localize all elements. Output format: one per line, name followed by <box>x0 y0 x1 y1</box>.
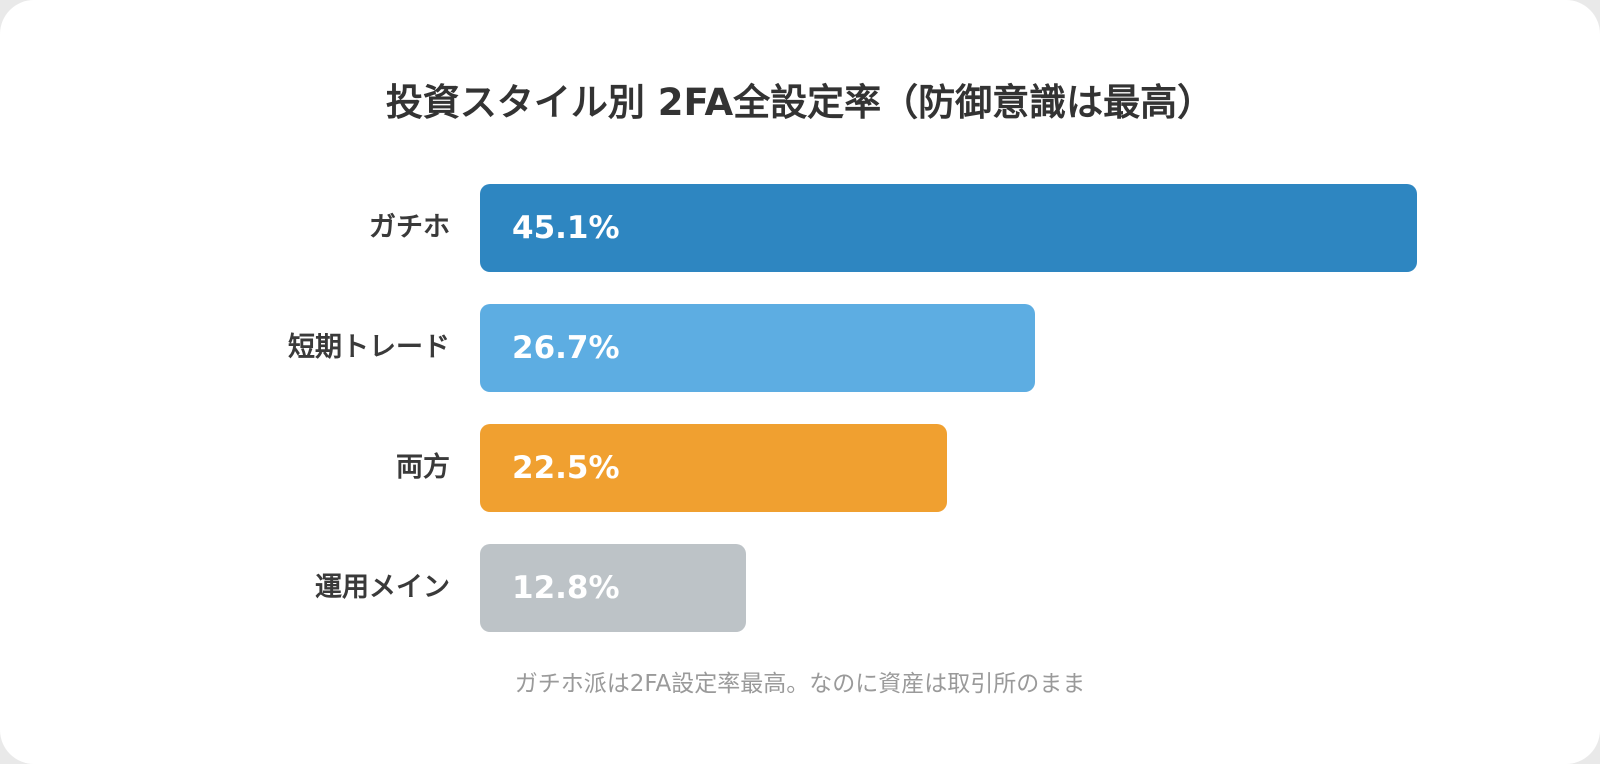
bar <box>480 424 947 512</box>
bar <box>480 544 746 632</box>
bar-value-label: 45.1% <box>512 210 620 246</box>
chart-caption: ガチホ派は2FA設定率最高。なのに資産は取引所のまま <box>514 671 1086 697</box>
category-label: 両方 <box>396 452 450 483</box>
category-label: 運用メイン <box>315 572 450 603</box>
bar-value-label: 22.5% <box>512 450 620 486</box>
category-label: 短期トレード <box>288 332 450 363</box>
bar <box>480 184 1417 272</box>
bar <box>480 304 1035 392</box>
category-label: ガチホ <box>369 212 450 243</box>
bar-value-label: 12.8% <box>512 570 620 606</box>
chart-title: 投資スタイル別 2FA全設定率（防御意識は最高） <box>385 81 1215 124</box>
bar-value-label: 26.7% <box>512 330 620 366</box>
